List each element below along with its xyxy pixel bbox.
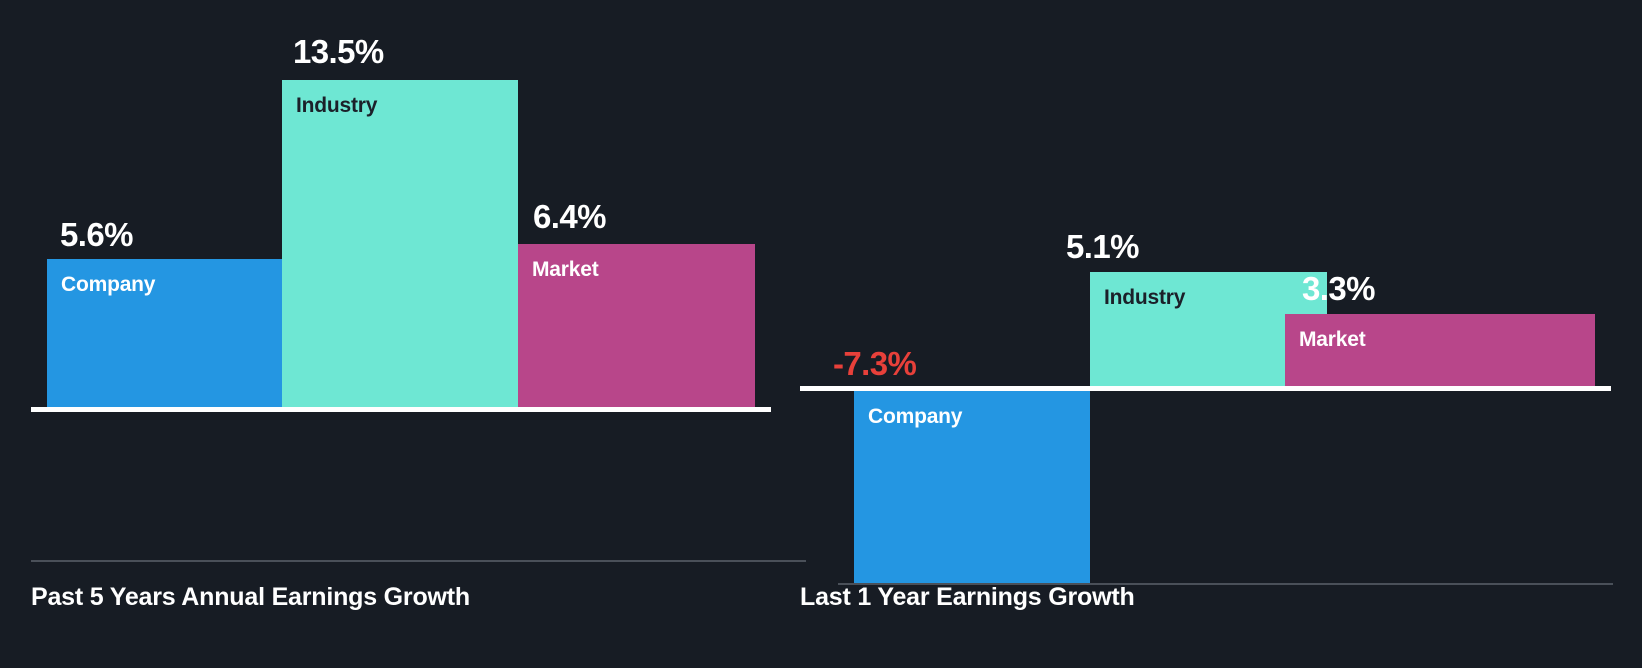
bar-label-market: Market (1299, 328, 1366, 351)
bar-label-industry: Industry (1104, 286, 1186, 309)
bar-market[interactable]: Market (1285, 314, 1595, 391)
bar-label-company: Company (61, 273, 156, 296)
bar-value-industry: 5.1% (1066, 228, 1139, 265)
bar-label-company: Company (868, 405, 963, 428)
bar-value-company: 5.6% (60, 216, 133, 253)
bar-value-industry: 13.5% (293, 33, 384, 70)
panel-last-1-year: -7.3% Company 5.1% Industry 3.3% Market … (800, 0, 1642, 668)
bar-value-market: 3.3% (1302, 270, 1375, 307)
bar-value-market: 6.4% (533, 198, 606, 235)
bar-company[interactable]: Company (854, 391, 1090, 583)
bar-label-industry: Industry (296, 94, 378, 117)
panel-past-5-years: 5.6% Company 13.5% Industry 6.4% Market … (31, 33, 806, 611)
bar-value-company: -7.3% (833, 345, 917, 382)
zero-axis-line (31, 407, 771, 412)
bar-label-market: Market (532, 258, 599, 281)
panel-divider (838, 583, 1613, 585)
panel-caption: Last 1 Year Earnings Growth (800, 583, 1135, 611)
bar-company[interactable]: Company (47, 259, 282, 408)
panel-divider (31, 560, 806, 562)
zero-axis-line (800, 386, 1611, 391)
bar-market[interactable]: Market (518, 244, 755, 408)
bar-industry[interactable]: Industry (282, 80, 518, 408)
panel-caption: Past 5 Years Annual Earnings Growth (31, 583, 470, 611)
